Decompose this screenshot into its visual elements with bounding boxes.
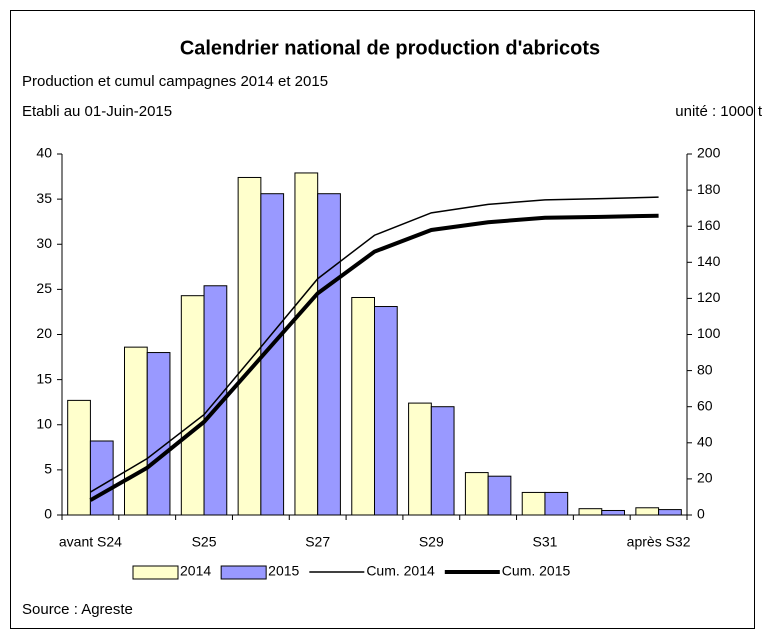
- date-note: Etabli au 01-Juin-2015: [22, 103, 172, 120]
- x-tick-label: après S32: [627, 534, 691, 550]
- bar: [521, 491, 546, 516]
- legend-label: 2014: [180, 563, 211, 579]
- y-tick-label: 40: [36, 145, 52, 161]
- bar: [67, 399, 91, 516]
- unit-note: unité : 1000 t: [675, 103, 763, 120]
- bar: [658, 509, 682, 516]
- y2-tick-label: 120: [697, 289, 721, 305]
- bar: [578, 508, 603, 516]
- y2-tick-label: 200: [697, 145, 721, 161]
- source: Source : Agreste: [22, 601, 133, 618]
- bar: [374, 306, 398, 516]
- y2-tick-label: 60: [697, 397, 713, 413]
- bar: [294, 172, 319, 516]
- legend-swatch: [132, 565, 179, 580]
- x-tick-label: S27: [305, 534, 330, 550]
- bar: [146, 352, 171, 516]
- y2-tick-label: 180: [697, 181, 721, 197]
- y2-tick-label: 140: [697, 253, 721, 269]
- y2-tick-label: 100: [697, 325, 721, 341]
- bar: [601, 509, 625, 516]
- y-tick-label: 0: [44, 506, 52, 522]
- line: [89, 213, 659, 502]
- y-tick-label: 30: [36, 235, 52, 251]
- y2-tick-label: 80: [697, 361, 713, 377]
- bar: [635, 507, 660, 516]
- bar: [487, 475, 512, 516]
- bar: [351, 296, 376, 516]
- bar: [89, 440, 114, 516]
- x-tick-label: S25: [192, 534, 217, 550]
- subtitle: Production et cumul campagnes 2014 et 20…: [22, 73, 328, 90]
- bar: [260, 193, 285, 516]
- bar: [317, 193, 341, 516]
- y-tick-label: 5: [44, 461, 52, 477]
- x-tick-label: avant S24: [59, 534, 122, 550]
- bar: [237, 176, 262, 516]
- y-tick-label: 15: [36, 370, 52, 386]
- legend-label: Cum. 2014: [366, 563, 435, 579]
- y-tick-label: 35: [36, 190, 52, 206]
- bar: [180, 295, 205, 516]
- chart-title: Calendrier national de production d'abri…: [180, 37, 600, 59]
- y2-tick-label: 0: [697, 506, 705, 522]
- y2-tick-label: 20: [697, 470, 713, 486]
- legend-label: 2015: [268, 563, 299, 579]
- bar: [544, 491, 569, 516]
- line: [90, 196, 659, 493]
- x-tick-label: S29: [419, 534, 444, 550]
- y2-tick-label: 40: [697, 434, 713, 450]
- bar: [430, 406, 455, 516]
- y-tick-label: 20: [36, 325, 52, 341]
- x-tick-label: S31: [532, 534, 557, 550]
- bar: [408, 402, 432, 516]
- y2-tick-label: 160: [697, 217, 721, 233]
- bar: [124, 346, 148, 516]
- legend-label: Cum. 2015: [502, 563, 571, 579]
- bar: [464, 472, 489, 516]
- y-tick-label: 10: [36, 415, 52, 431]
- legend-swatch: [220, 565, 267, 580]
- y-tick-label: 25: [36, 280, 52, 296]
